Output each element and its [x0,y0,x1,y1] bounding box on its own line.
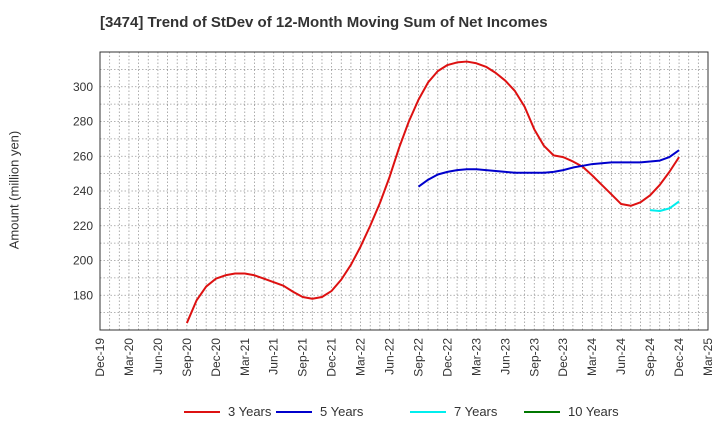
chart-title: [3474] Trend of StDev of 12-Month Moving… [100,14,548,31]
legend-swatch [184,410,220,413]
x-tick-label: Dec-24 [672,338,686,377]
legend-label: 7 Years [454,404,498,419]
x-tick-label: Mar-23 [469,338,483,376]
y-tick-label: 240 [73,184,93,198]
legend-item-10-years: 10 Years [524,404,619,419]
x-tick-label: Sep-20 [180,338,194,377]
x-tick-label: Jun-20 [151,338,165,375]
legend-label: 5 Years [320,404,364,419]
legend-item-3-years: 3 Years [184,404,271,419]
y-tick-label: 260 [73,149,93,163]
legend-item-7-years: 7 Years [410,404,497,419]
legend-swatch [410,410,446,413]
x-tick-label: Jun-24 [614,338,628,375]
x-tick-label: Dec-21 [325,338,339,377]
legend-item-5-years: 5 Years [276,404,363,419]
legend-swatch [524,410,560,413]
y-tick-label: 300 [73,80,93,94]
legend-label: 3 Years [228,404,272,419]
series-line-7-years [650,200,680,212]
x-tick-label: Mar-25 [701,338,715,376]
legend: 3 Years 5 Years 7 Years 10 Years [0,404,720,426]
plot-frame [99,51,709,331]
x-tick-label: Dec-20 [209,338,223,377]
x-tick-label: Dec-23 [556,338,570,377]
legend-label: 10 Years [568,404,619,419]
y-tick-label: 180 [73,288,93,302]
x-tick-label: Jun-22 [383,338,397,375]
x-tick-label: Sep-23 [527,338,541,377]
y-tick-label: 280 [73,115,93,129]
y-tick-label: 200 [73,254,93,268]
legend-swatch [276,410,312,413]
series-line-5-years [417,149,680,188]
y-tick-label: 220 [73,219,93,233]
x-tick-label: Mar-20 [122,338,136,376]
x-tick-label: Mar-21 [238,338,252,376]
x-tick-label: Mar-22 [354,338,368,376]
x-tick-label: Jun-23 [498,338,512,375]
x-tick-label: Dec-22 [440,338,454,377]
x-tick-label: Sep-22 [411,338,425,377]
x-tick-label: Mar-24 [585,338,599,376]
x-tick-label: Dec-19 [93,338,107,377]
x-tick-label: Sep-24 [643,338,657,377]
x-tick-label: Jun-21 [267,338,281,375]
series-line-3-years [185,60,680,324]
x-tick-label: Sep-21 [296,338,310,377]
